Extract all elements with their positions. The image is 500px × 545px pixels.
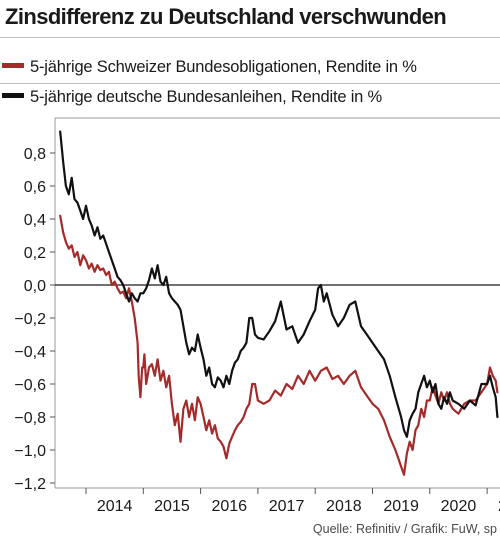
series-line-german (59, 130, 499, 438)
legend-divider (0, 83, 500, 84)
legend-item-german: 5-jährige deutsche Bundesanleihen, Rendi… (2, 88, 382, 107)
y-tick-label: −0,8 (14, 410, 46, 427)
x-tick-label: 2016 (211, 498, 247, 515)
y-tick-label: −0,4 (14, 344, 46, 361)
series-line-swiss (59, 214, 499, 476)
legend-label-swiss: 5-jährige Schweizer Bundesobligationen, … (30, 58, 417, 76)
source-note: Quelle: Refinitiv / Grafik: FuW, sp (312, 522, 497, 536)
y-tick-label: −1,2 (14, 476, 46, 493)
y-tick-label: 0,8 (24, 146, 46, 163)
x-tick-label: 2015 (154, 498, 190, 515)
title-divider (0, 37, 500, 38)
legend-item-swiss: 5-jährige Schweizer Bundesobligationen, … (2, 58, 417, 77)
x-tick-label: 2014 (97, 498, 133, 515)
y-tick-label: 0,6 (24, 179, 46, 196)
y-tick-label: 0,4 (24, 212, 46, 229)
y-tick-label: −0,2 (14, 311, 46, 328)
y-tick-label: −1,0 (14, 443, 46, 460)
y-tick-label: 0,2 (24, 245, 46, 262)
line-chart: 0,8 0,6 0,4 0,2 0,0 −0,2 −0,4 −0,6 −0,8 −1,0 −1,2 2… (14, 117, 500, 515)
x-tick-label: 2020 (441, 498, 477, 515)
x-tick-label: 2021 (498, 498, 500, 515)
chart-title: Zinsdifferenz zu Deutschland verschwunde… (5, 4, 447, 29)
legend-swatch-german (2, 93, 24, 99)
y-tick-label: −0,6 (14, 377, 46, 394)
legend-label-german: 5-jährige deutsche Bundesanleihen, Rendi… (30, 88, 383, 106)
x-tick-label: 2017 (269, 498, 305, 515)
legend-swatch-swiss (2, 63, 24, 69)
x-tick-label: 2019 (383, 498, 419, 515)
x-tick-label: 2018 (326, 498, 362, 515)
y-tick-label: 0,0 (24, 278, 46, 295)
